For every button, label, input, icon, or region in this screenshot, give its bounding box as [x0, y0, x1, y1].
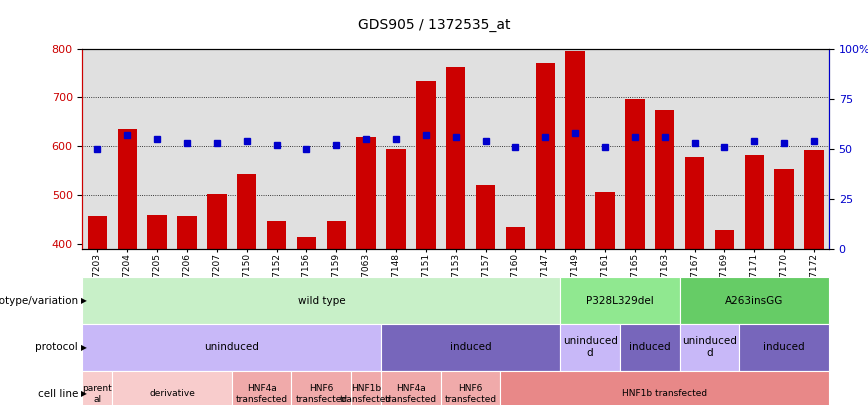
Text: HNF1b transfected: HNF1b transfected: [622, 389, 707, 399]
Bar: [82, 277, 560, 324]
Bar: [232, 371, 292, 405]
Text: induced: induced: [450, 342, 491, 352]
Bar: [625, 99, 645, 249]
Text: uninduced
d: uninduced d: [682, 337, 737, 358]
Bar: [501, 371, 829, 405]
Bar: [352, 371, 381, 405]
Bar: [476, 185, 496, 249]
Text: genotype/variation: genotype/variation: [0, 296, 78, 306]
Bar: [745, 155, 764, 249]
Bar: [357, 137, 376, 249]
Text: HNF6
transfected: HNF6 transfected: [295, 384, 347, 403]
Text: ▶: ▶: [81, 389, 87, 399]
Bar: [112, 371, 232, 405]
Bar: [381, 324, 560, 371]
Bar: [177, 216, 197, 249]
Text: ▶: ▶: [81, 343, 87, 352]
Bar: [148, 215, 167, 249]
Text: derivative: derivative: [149, 389, 195, 399]
Bar: [714, 230, 734, 249]
Text: ▶: ▶: [81, 296, 87, 305]
Bar: [441, 371, 501, 405]
Bar: [620, 324, 680, 371]
Text: HNF1b
transfected: HNF1b transfected: [340, 384, 392, 403]
Text: uninduced: uninduced: [204, 342, 260, 352]
Bar: [82, 324, 381, 371]
Bar: [560, 277, 680, 324]
Bar: [506, 227, 525, 249]
Bar: [536, 63, 555, 249]
Bar: [680, 277, 829, 324]
Bar: [740, 324, 829, 371]
Text: wild type: wild type: [298, 296, 345, 306]
Text: uninduced
d: uninduced d: [562, 337, 617, 358]
Bar: [680, 324, 740, 371]
Bar: [297, 237, 316, 249]
Bar: [88, 216, 107, 249]
Bar: [416, 81, 436, 249]
Text: GDS905 / 1372535_at: GDS905 / 1372535_at: [358, 18, 510, 32]
Bar: [82, 371, 112, 405]
Bar: [266, 221, 286, 249]
Bar: [292, 371, 352, 405]
Bar: [237, 174, 256, 249]
Bar: [655, 110, 674, 249]
Bar: [386, 149, 405, 249]
Bar: [207, 194, 227, 249]
Bar: [326, 221, 346, 249]
Text: HNF6
transfected: HNF6 transfected: [444, 384, 496, 403]
Bar: [560, 324, 620, 371]
Bar: [685, 157, 704, 249]
Text: induced: induced: [629, 342, 671, 352]
Text: parent
al: parent al: [82, 384, 112, 403]
Text: HNF4a
transfected: HNF4a transfected: [385, 384, 437, 403]
Text: cell line: cell line: [37, 389, 78, 399]
Bar: [117, 129, 137, 249]
Text: protocol: protocol: [36, 342, 78, 352]
Bar: [446, 67, 465, 249]
Text: induced: induced: [763, 342, 805, 352]
Bar: [381, 371, 441, 405]
Text: HNF4a
transfected: HNF4a transfected: [235, 384, 287, 403]
Bar: [565, 51, 585, 249]
Text: P328L329del: P328L329del: [586, 296, 654, 306]
Bar: [805, 150, 824, 249]
Bar: [595, 192, 615, 249]
Bar: [774, 169, 794, 249]
Text: A263insGG: A263insGG: [725, 296, 784, 306]
